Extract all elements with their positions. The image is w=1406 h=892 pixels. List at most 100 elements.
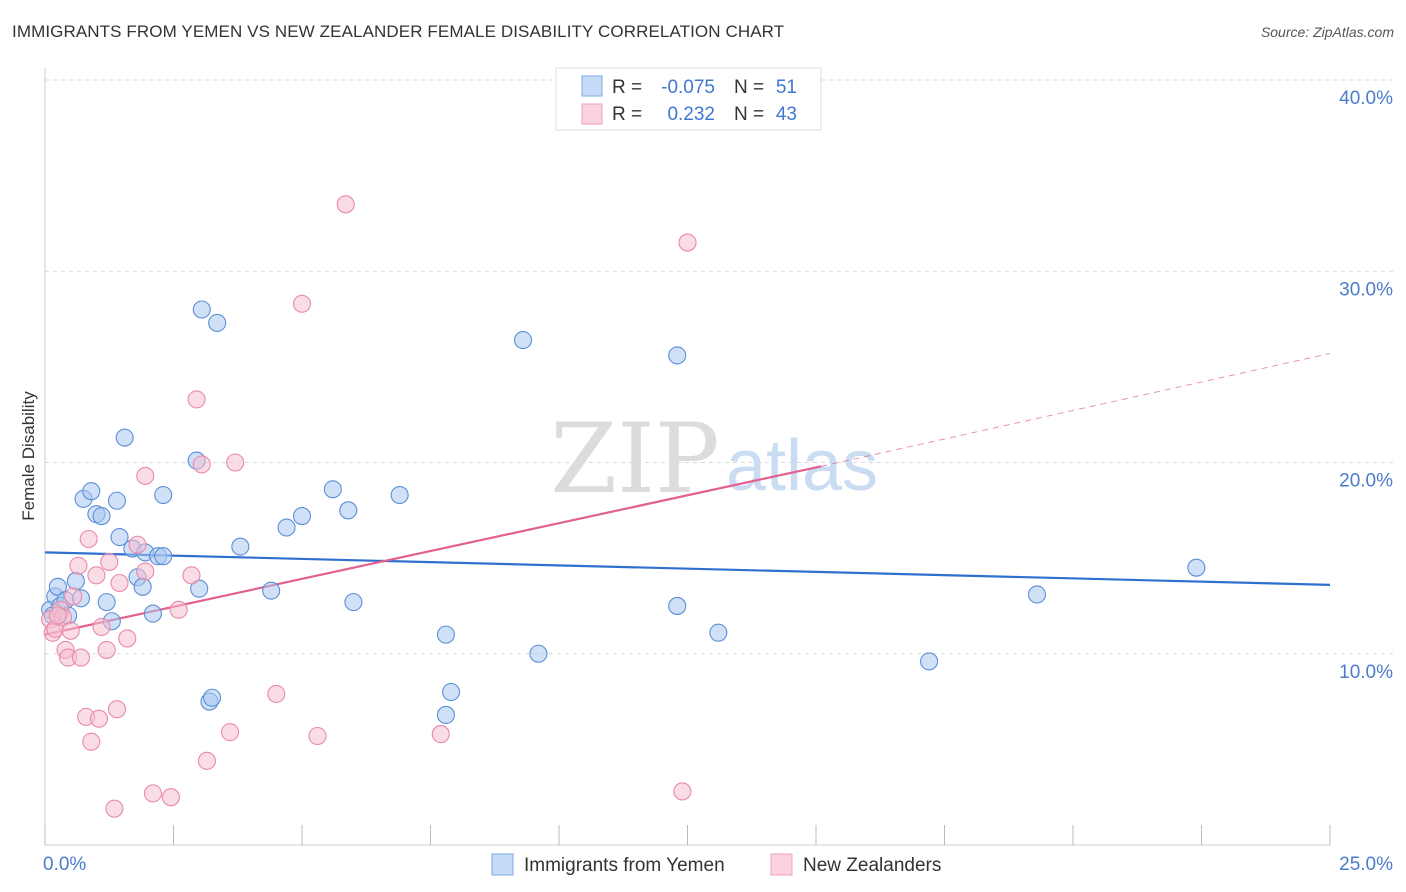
point-blue-28 [192, 300, 211, 319]
point-pink-29 [182, 566, 201, 585]
point-pink-18 [100, 552, 119, 572]
point-blue-36 [323, 480, 342, 499]
series-legend: Immigrants from Yemen New Zealanders [491, 853, 941, 876]
legend-swatch-yemen [491, 853, 514, 876]
point-blue-22 [143, 604, 162, 623]
point-blue-30 [203, 688, 222, 707]
point-blue-37 [339, 501, 358, 520]
point-pink-21 [110, 573, 129, 593]
point-pink-10 [71, 648, 91, 667]
watermark: ZIP atlas [550, 403, 878, 515]
stats-r-label-2: R = [612, 104, 642, 125]
data-points [41, 195, 1206, 818]
point-blue-49 [1027, 585, 1047, 604]
point-pink-23 [128, 535, 147, 554]
point-pink-33 [220, 723, 240, 742]
point-blue-48 [920, 652, 939, 671]
point-blue-44 [529, 644, 548, 663]
point-pink-37 [308, 726, 327, 746]
trend-line-nz-extension [821, 352, 1331, 467]
point-pink-15 [89, 709, 109, 728]
point-blue-16 [110, 528, 129, 547]
stats-n-label-2: N = [734, 104, 764, 125]
stats-n-value-1: 51 [776, 77, 797, 98]
point-pink-20 [107, 700, 127, 719]
point-blue-17 [115, 428, 134, 447]
point-pink-14 [87, 566, 106, 585]
point-blue-41 [436, 705, 455, 725]
point-pink-31 [192, 455, 211, 474]
point-blue-24 [154, 547, 173, 566]
point-pink-7 [61, 621, 80, 640]
point-blue-46 [668, 346, 687, 365]
point-pink-40 [673, 782, 692, 801]
point-pink-26 [143, 784, 162, 803]
point-blue-43 [513, 331, 533, 350]
point-blue-35 [292, 506, 312, 526]
stats-r-value-2: 0.232 [667, 104, 715, 125]
stats-n-value-2: 43 [776, 104, 797, 125]
y-tick-label-2: 30.0% [1339, 279, 1393, 300]
stats-r-label-1: R = [612, 77, 642, 98]
point-pink-27 [161, 788, 180, 807]
point-pink-42 [48, 606, 67, 625]
point-blue-12 [92, 506, 111, 526]
y-tick-label-1: 20.0% [1339, 471, 1393, 492]
watermark-zip: ZIP [550, 403, 719, 515]
point-pink-38 [336, 195, 355, 214]
point-blue-33 [262, 581, 281, 600]
point-blue-34 [277, 518, 296, 537]
point-blue-15 [107, 491, 127, 510]
point-pink-13 [82, 732, 101, 751]
tick-labels: 10.0% 20.0% 30.0% 40.0% 0.0% 25.0% [43, 88, 1393, 875]
x-tick-label-1: 25.0% [1339, 854, 1393, 875]
point-blue-20 [133, 577, 152, 596]
stats-legend: R = -0.075 N = 51 R = 0.232 N = 43 [555, 67, 822, 131]
point-blue-39 [390, 485, 409, 505]
legend-swatch-nz [770, 853, 793, 876]
point-pink-36 [292, 294, 312, 313]
point-pink-8 [64, 587, 83, 606]
point-pink-24 [136, 562, 155, 581]
source-label: Source: ZipAtlas.com [1260, 24, 1394, 40]
point-blue-47 [709, 623, 728, 642]
point-pink-9 [69, 556, 88, 575]
point-blue-10 [82, 482, 101, 501]
point-pink-32 [197, 751, 216, 770]
watermark-atlas: atlas [726, 426, 878, 506]
point-pink-28 [169, 600, 188, 619]
point-pink-16 [92, 617, 111, 637]
point-pink-41 [678, 233, 697, 252]
point-pink-34 [226, 453, 245, 472]
point-blue-7 [66, 572, 85, 591]
y-tick-label-3: 40.0% [1339, 88, 1393, 109]
point-blue-50 [1187, 558, 1206, 577]
stats-r-value-1: -0.075 [661, 77, 715, 98]
point-pink-17 [97, 640, 116, 659]
point-pink-22 [118, 629, 137, 648]
point-blue-40 [436, 625, 455, 644]
point-blue-32 [231, 537, 250, 556]
axes [44, 68, 1331, 846]
stats-n-label-1: N = [734, 77, 764, 98]
point-blue-25 [154, 485, 173, 505]
stats-swatch-pink [581, 103, 603, 125]
point-pink-25 [136, 466, 155, 485]
point-blue-38 [344, 593, 363, 612]
legend-label-nz: New Zealanders [803, 855, 941, 876]
stats-swatch-blue [581, 75, 603, 97]
point-blue-27 [190, 579, 209, 598]
legend-label-yemen: Immigrants from Yemen [524, 855, 725, 876]
point-pink-12 [79, 529, 98, 549]
point-blue-3 [48, 577, 67, 596]
point-blue-42 [442, 682, 461, 702]
x-tick-label-0: 0.0% [43, 854, 86, 875]
point-blue-31 [208, 313, 227, 332]
point-blue-45 [668, 596, 687, 615]
point-pink-30 [187, 390, 206, 409]
point-pink-39 [431, 725, 450, 744]
chart-title: IMMIGRANTS FROM YEMEN VS NEW ZEALANDER F… [12, 22, 785, 41]
y-tick-label-0: 10.0% [1339, 662, 1393, 683]
point-pink-35 [267, 684, 286, 703]
